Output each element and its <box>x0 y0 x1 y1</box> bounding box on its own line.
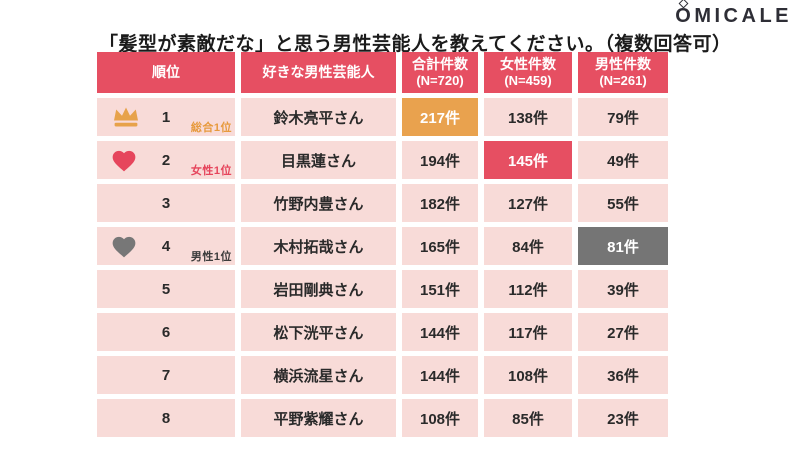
total-count-cell: 144件 <box>402 313 478 351</box>
rank-number: 6 <box>161 323 171 341</box>
rank-cell: 3 <box>97 184 235 222</box>
total-count-cell: 165件 <box>402 227 478 265</box>
header-male-sample-size: (N=261) <box>599 73 647 89</box>
header-female-sample-size: (N=459) <box>504 73 552 89</box>
celebrity-name-cell: 目黒蓮さん <box>241 141 396 179</box>
total-count-cell: 217件 <box>402 98 478 136</box>
total-count-cell: 108件 <box>402 399 478 437</box>
header-celebrity-name: 好きな男性芸能人 <box>241 52 396 93</box>
rank-number: 7 <box>161 366 171 384</box>
total-count-cell: 151件 <box>402 270 478 308</box>
rank-cell: 8 <box>97 399 235 437</box>
ranking-table: 順位 好きな男性芸能人 合計件数 (N=720) 女性件数 (N=459) 男性… <box>97 52 668 437</box>
female-count-cell: 145件 <box>484 141 572 179</box>
header-male-count: 男性件数 (N=261) <box>578 52 668 93</box>
rank-cell: 4 男性1位 <box>97 227 235 265</box>
heart-red-icon <box>110 148 138 173</box>
male-count-cell: 23件 <box>578 399 668 437</box>
rank-cell: 1 総合1位 <box>97 98 235 136</box>
total-count-cell: 182件 <box>402 184 478 222</box>
male-count-cell: 49件 <box>578 141 668 179</box>
male-count-cell: 39件 <box>578 270 668 308</box>
male-count-cell: 81件 <box>578 227 668 265</box>
female-count-cell: 112件 <box>484 270 572 308</box>
page-title: 「髪型が素敵だな」と思う男性芸能人を教えてください。（複数回答可） <box>99 33 732 55</box>
rank-number: 1 <box>161 108 171 126</box>
celebrity-name-cell: 鈴木亮平さん <box>241 98 396 136</box>
total-count-cell: 144件 <box>402 356 478 394</box>
female-count-cell: 138件 <box>484 98 572 136</box>
female-count-cell: 108件 <box>484 356 572 394</box>
rank-cell: 6 <box>97 313 235 351</box>
heart-gray-icon <box>110 234 138 259</box>
rank-number: 5 <box>161 280 171 298</box>
celebrity-name-cell: 岩田剛典さん <box>241 270 396 308</box>
rank-badge-female-first: 女性1位 <box>190 165 232 177</box>
rank-badge-male-first: 男性1位 <box>190 251 232 263</box>
rank-cell: 7 <box>97 356 235 394</box>
header-rank: 順位 <box>97 52 235 93</box>
brand-logo: OMICALE <box>675 0 792 28</box>
celebrity-name-cell: 木村拓哉さん <box>241 227 396 265</box>
header-total-sample-size: (N=720) <box>416 73 464 89</box>
rank-number: 8 <box>161 409 171 427</box>
rank-cell: 2 女性1位 <box>97 141 235 179</box>
male-count-cell: 27件 <box>578 313 668 351</box>
total-count-cell: 194件 <box>402 141 478 179</box>
celebrity-name-cell: 松下洸平さん <box>241 313 396 351</box>
male-count-cell: 36件 <box>578 356 668 394</box>
celebrity-name-cell: 平野紫耀さん <box>241 399 396 437</box>
celebrity-name-cell: 竹野内豊さん <box>241 184 396 222</box>
rank-number: 3 <box>161 194 171 212</box>
female-count-cell: 84件 <box>484 227 572 265</box>
celebrity-name-cell: 横浜流星さん <box>241 356 396 394</box>
female-count-cell: 85件 <box>484 399 572 437</box>
rank-badge-overall-first: 総合1位 <box>190 122 232 134</box>
brand-logo-text: OMICALE <box>675 5 792 27</box>
rank-number: 4 <box>161 237 171 255</box>
female-count-cell: 127件 <box>484 184 572 222</box>
male-count-cell: 79件 <box>578 98 668 136</box>
header-total-count: 合計件数 (N=720) <box>402 52 478 93</box>
male-count-cell: 55件 <box>578 184 668 222</box>
rank-number: 2 <box>161 151 171 169</box>
crown-icon <box>110 106 142 129</box>
female-count-cell: 117件 <box>484 313 572 351</box>
rank-cell: 5 <box>97 270 235 308</box>
header-female-count: 女性件数 (N=459) <box>484 52 572 93</box>
